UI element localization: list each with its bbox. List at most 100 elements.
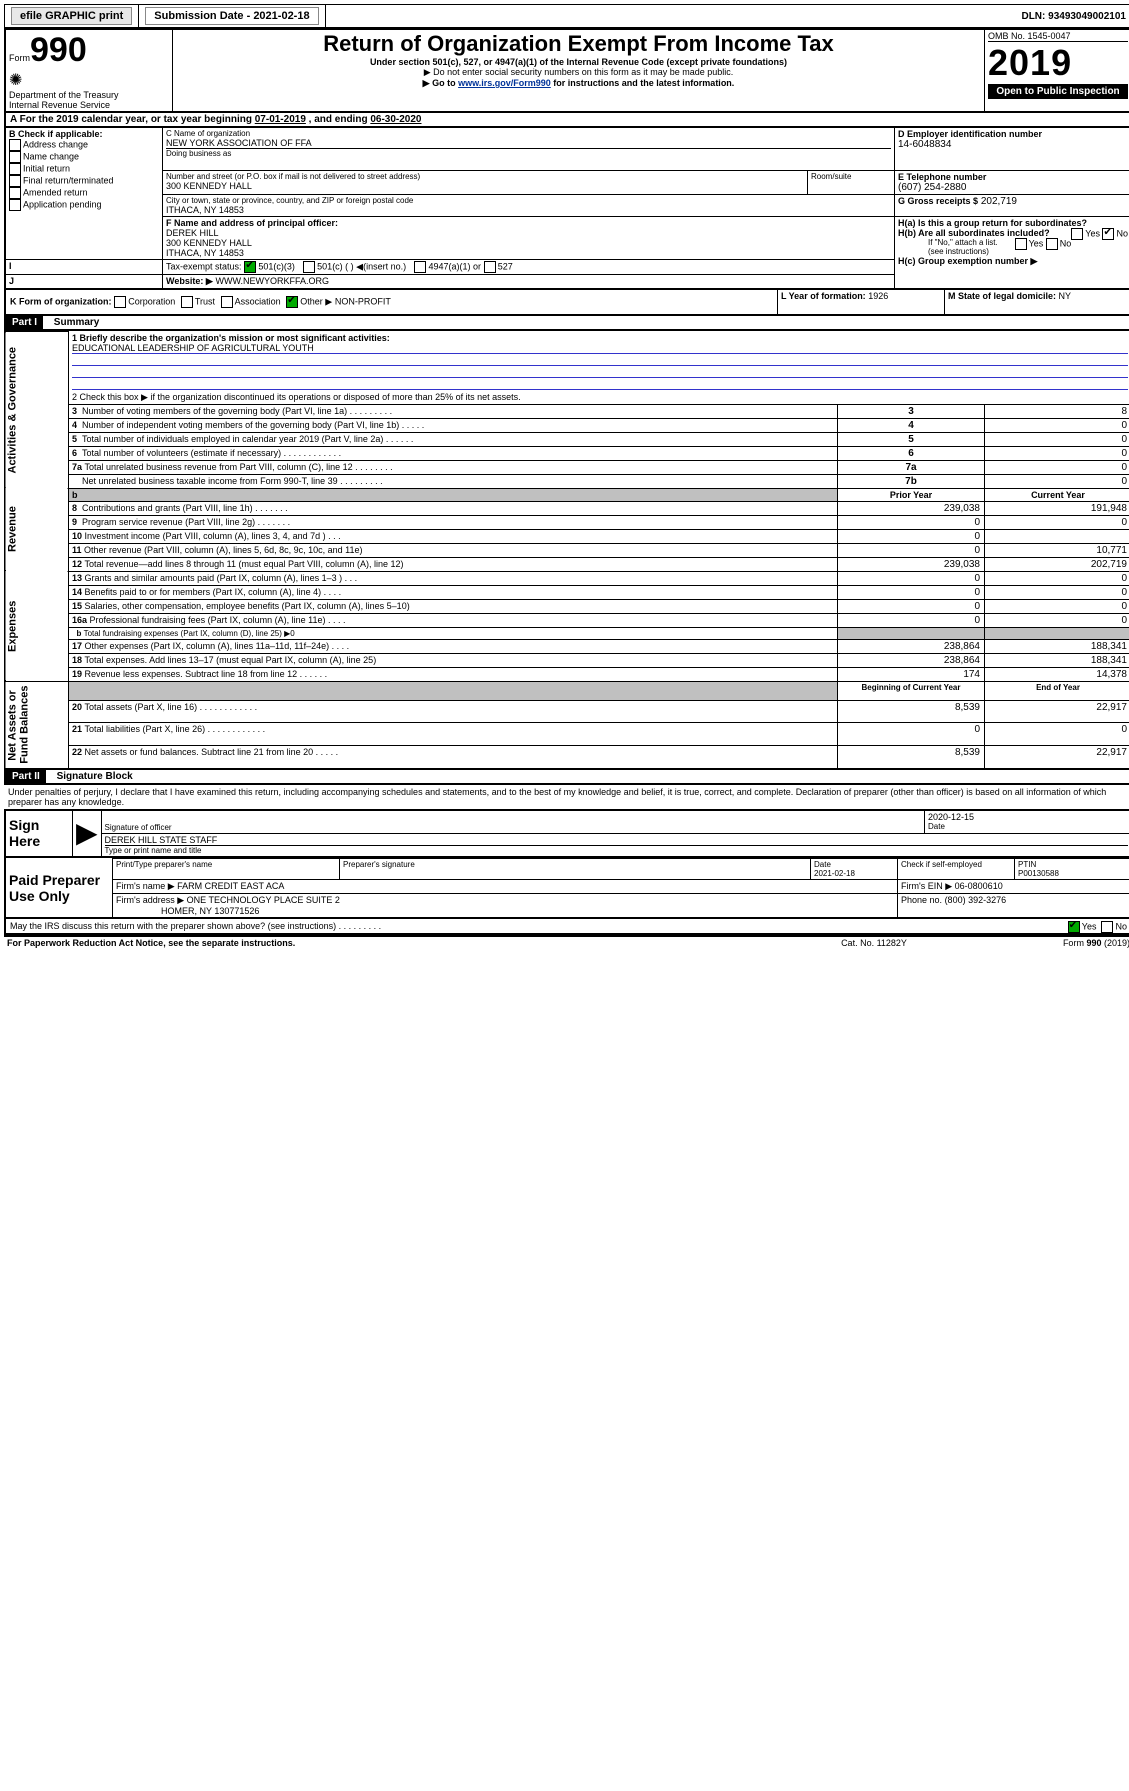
sidelabel-revenue: Revenue	[5, 488, 69, 571]
efile-print-button[interactable]: efile GRAPHIC print	[5, 5, 139, 27]
dept-treasury: Department of the Treasury Internal Reve…	[9, 90, 169, 110]
firm-addr2: HOMER, NY 130771526	[161, 906, 259, 916]
paid-preparer-block: Paid Preparer Use Only Print/Type prepar…	[4, 858, 1129, 919]
dba-label: Doing business as	[166, 149, 891, 158]
col-begin: Beginning of Current Year	[838, 681, 985, 700]
addr-value: 300 KENNEDY HALL	[166, 181, 804, 191]
paid-preparer-label: Paid Preparer Use Only	[5, 858, 113, 918]
firm-addr1: ONE TECHNOLOGY PLACE SUITE 2	[187, 895, 340, 905]
status-527[interactable]: 527	[498, 262, 513, 272]
footer: For Paperwork Reduction Act Notice, see …	[4, 935, 1129, 949]
form-number: 990	[30, 31, 87, 69]
typed-name-label: Type or print name and title	[105, 846, 1128, 855]
city-value: ITHACA, NY 14853	[166, 205, 891, 215]
room-label: Room/suite	[811, 172, 891, 181]
self-employed-check[interactable]: Check if self-employed	[901, 860, 982, 869]
h-b: H(b) Are all subordinates included?	[898, 228, 1050, 238]
p1-7b-val: 0	[985, 474, 1129, 488]
phone-value: (607) 254-2880	[898, 182, 1128, 193]
irs-link[interactable]: www.irs.gov/Form990	[458, 78, 551, 88]
k-l-m-row: K Form of organization: Corporation Trus…	[4, 290, 1129, 316]
chk-initial-return[interactable]: Initial return	[23, 163, 70, 173]
p1-5-val: 0	[985, 432, 1129, 446]
officer-addr1: 300 KENNEDY HALL	[166, 238, 891, 248]
form-title: Return of Organization Exempt From Incom…	[176, 31, 981, 57]
p1-l2: 2 Check this box ▶ if the organization d…	[69, 391, 1129, 405]
discuss-yes[interactable]: Yes	[1082, 921, 1097, 931]
k-label: K Form of organization:	[10, 297, 112, 307]
sig-officer-label: Signature of officer	[105, 823, 921, 832]
note-ssn: ▶ Do not enter social security numbers o…	[176, 67, 981, 78]
prep-date: 2021-02-18	[814, 869, 855, 878]
website-value[interactable]: WWW.NEWYORKFFA.ORG	[216, 276, 330, 286]
box-b-label: B Check if applicable:	[9, 129, 159, 139]
part2-header: Part II Signature Block	[4, 770, 1129, 785]
p1-3-val: 8	[985, 404, 1129, 418]
chk-final-return[interactable]: Final return/terminated	[23, 175, 114, 185]
p1-6-val: 0	[985, 446, 1129, 460]
p1-7a-val: 0	[985, 460, 1129, 474]
status-501c3[interactable]: 501(c)(3)	[258, 262, 295, 272]
gross-receipts-label: G Gross receipts $	[898, 196, 978, 206]
k-other[interactable]: Other ▶	[300, 297, 332, 307]
gross-receipts-value: 202,719	[981, 196, 1017, 207]
k-trust[interactable]: Trust	[195, 297, 215, 307]
k-assoc[interactable]: Association	[235, 297, 281, 307]
col-prior: Prior Year	[838, 488, 985, 501]
l-label: L Year of formation:	[781, 291, 866, 301]
firm-ein: 06-0800610	[955, 881, 1003, 891]
sign-here-label: Sign Here	[5, 810, 73, 857]
k-other-val: NON-PROFIT	[335, 297, 391, 307]
footer-cat: Cat. No. 11282Y	[771, 936, 977, 949]
h-c: H(c) Group exemption number ▶	[898, 256, 1128, 267]
chk-name-change[interactable]: Name change	[23, 151, 79, 161]
footer-left: For Paperwork Reduction Act Notice, see …	[4, 936, 771, 949]
tax-status-label: Tax-exempt status:	[166, 262, 242, 272]
sign-here-block: Sign Here ▶ Signature of officer 2020-12…	[4, 809, 1129, 858]
omb-number: OMB No. 1545-0047	[988, 31, 1128, 42]
k-corp[interactable]: Corporation	[128, 297, 175, 307]
prep-name-label: Print/Type preparer's name	[113, 858, 340, 879]
part1-table: Activities & Governance 1 Briefly descri…	[4, 331, 1129, 770]
chk-address-change[interactable]: Address change	[23, 139, 88, 149]
sidelabel-netassets: Net Assets or Fund Balances	[5, 681, 69, 769]
sidelabel-expenses: Expenses	[5, 571, 69, 681]
discuss-no[interactable]: No	[1115, 921, 1127, 931]
phone-label: E Telephone number	[898, 172, 1128, 182]
status-4947[interactable]: 4947(a)(1) or	[428, 262, 481, 272]
sig-date: 2020-12-15	[928, 812, 1128, 822]
officer-addr2: ITHACA, NY 14853	[166, 248, 891, 258]
ein-value: 14-6048834	[898, 139, 1128, 150]
firm-phone: (800) 392-3276	[945, 895, 1007, 905]
org-name-label: C Name of organization	[166, 129, 891, 138]
discuss-row: May the IRS discuss this return with the…	[4, 919, 1129, 935]
firm-name: FARM CREDIT EAST ACA	[177, 881, 284, 891]
city-label: City or town, state or province, country…	[166, 196, 891, 205]
p1-l1-label: 1 Briefly describe the organization's mi…	[72, 333, 1128, 343]
status-501c[interactable]: 501(c) ( ) ◀(insert no.)	[317, 262, 406, 272]
h-a: H(a) Is this a group return for subordin…	[898, 218, 1087, 228]
h-b-note: If "No," attach a list. (see instruction…	[898, 238, 1128, 256]
col-end: End of Year	[985, 681, 1129, 700]
website-label: Website: ▶	[166, 276, 213, 286]
tax-year: 2019	[988, 42, 1128, 84]
sig-date-label: Date	[928, 822, 1128, 831]
form-subtitle: Under section 501(c), 527, or 4947(a)(1)…	[176, 57, 981, 67]
typed-name: DEREK HILL STATE STAFF	[105, 835, 1128, 846]
chk-amended[interactable]: Amended return	[23, 187, 88, 197]
ptin-value: P00130588	[1018, 869, 1059, 878]
ein-label: D Employer identification number	[898, 129, 1128, 139]
p1-4-val: 0	[985, 418, 1129, 432]
m-label: M State of legal domicile:	[948, 291, 1056, 301]
form-header: Form990 ✺ Department of the Treasury Int…	[4, 28, 1129, 113]
form-word: Form	[9, 53, 30, 63]
identification-block: B Check if applicable: Address change Na…	[4, 128, 1129, 290]
sidelabel-governance: Activities & Governance	[5, 332, 69, 489]
top-bar: efile GRAPHIC print Submission Date - 20…	[4, 4, 1129, 28]
officer-name: DEREK HILL	[166, 228, 891, 238]
chk-app-pending[interactable]: Application pending	[23, 199, 102, 209]
perjury-declaration: Under penalties of perjury, I declare th…	[4, 785, 1129, 809]
addr-label: Number and street (or P.O. box if mail i…	[166, 172, 804, 181]
prep-sig-label: Preparer's signature	[340, 858, 811, 879]
dln: DLN: 93493049002101	[1015, 5, 1129, 27]
